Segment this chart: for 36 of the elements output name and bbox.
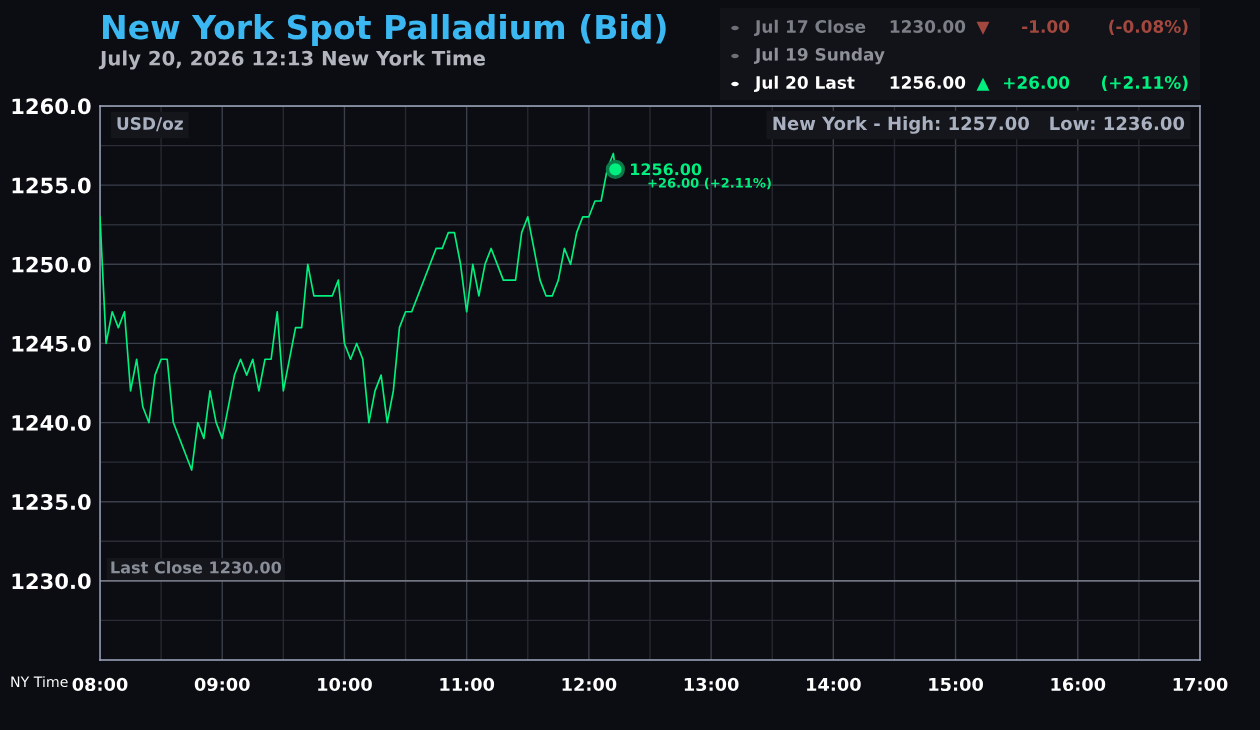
x-tick-label: 10:00 [318, 677, 372, 692]
text: 1256.00 [890, 76, 966, 89]
x-axis-title: NY Time [11, 676, 68, 688]
text: Jul 19 Sunday [754, 47, 885, 65]
x-tick-label: 13:00 [684, 677, 739, 692]
annotation: +26.00 (+2.11%) [648, 177, 771, 190]
text: ▼ [976, 21, 990, 35]
text: Jul 17 Close [754, 19, 866, 37]
text: 1230.00 [890, 20, 966, 33]
annotation: 1256.00 [631, 163, 702, 176]
text: ▲ [976, 77, 990, 91]
x-tick-label: 15:00 [929, 677, 983, 692]
x-tick-label: 16:00 [1051, 677, 1106, 692]
text: Jul 20 Last [754, 75, 855, 93]
x-tick-label: 09:00 [194, 677, 250, 692]
y-tick-label: 1255.0 [12, 177, 91, 194]
chart-subtitle: July 20, 2026 12:13 New York Time [98, 50, 485, 70]
y-tick-label: 1240.0 [12, 414, 91, 431]
ref-line-label: Last Close 1230.00 [111, 561, 282, 574]
x-tick-label: 12:00 [562, 677, 617, 692]
text: +26.00 [1004, 76, 1070, 89]
y-tick-label: 1245.0 [12, 335, 91, 352]
y-tick-label: 1260.0 [12, 98, 91, 115]
chart-title: New York Spot Palladium (Bid) [103, 14, 666, 46]
y-tick-label: 1235.0 [12, 494, 91, 511]
y-tick-label: 1250.0 [12, 256, 91, 273]
annotation: New York - High: 1257.00 Low: 1236.00 [773, 116, 1185, 134]
text: (+2.11%) [1101, 75, 1188, 91]
x-tick-label: 14:00 [807, 677, 861, 692]
y-axis-title: USD/oz [117, 117, 183, 132]
text: (-0.08%) [1109, 19, 1188, 35]
x-tick-label: 11:00 [440, 677, 495, 692]
x-tick-label: 17:00 [1173, 677, 1228, 692]
text: -1.00 [1022, 20, 1070, 33]
y-tick-label: 1230.0 [12, 573, 91, 590]
x-tick-label: 08:00 [72, 677, 128, 692]
